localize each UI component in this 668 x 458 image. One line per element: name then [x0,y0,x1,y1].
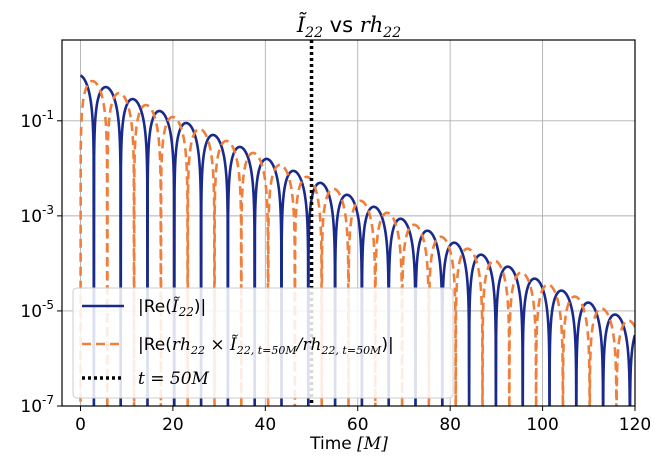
title-symbol: Ĩ [296,13,307,37]
x-tick-label: 80 [439,415,461,435]
title-rh: rh [360,13,384,37]
x-axis-title: Time [M] [309,434,388,454]
x-tick-label: 20 [162,415,184,435]
legend-label-rh-scaled: |Re(rh22 × Ĩ22, t=50M/rh22, t=50M)| [138,334,394,357]
plot-frame [61,39,636,407]
plot-area [79,40,635,406]
series-line-rh-scaled [79,79,635,406]
x-axis-title-text: Time [309,434,357,454]
x-axis: 0 20 40 60 80 100 120 [75,406,651,435]
x-tick-label: 60 [347,415,369,435]
legend-label-ire: |Re(Ĩ22)| [138,296,206,319]
legend-box [72,287,454,399]
y-tick-label: 10-1 [20,108,54,132]
x-tick-label: 40 [255,415,277,435]
chart-title: Ĩ22 vs rh22 [296,13,401,41]
y-tick-label: 10-5 [20,298,54,322]
x-axis-unit: [M] [357,434,388,454]
legend-label-t50: t = 50M [138,369,210,389]
x-tick-label: 0 [75,415,86,435]
title-vs: vs [323,13,360,37]
title-rh-sub: 22 [382,25,401,41]
title-symbol-sub: 22 [304,25,323,41]
y-axis: 10-7 10-5 10-3 10-1 [20,108,62,417]
y-tick-label: 10-3 [20,203,54,227]
legend: |Re(Ĩ22)| |Re(rh22 × Ĩ22, t=50M/rh22, t=… [72,287,454,399]
x-tick-label: 100 [526,415,558,435]
x-tick-label: 120 [619,415,651,435]
y-tick-label: 10-7 [20,393,54,417]
